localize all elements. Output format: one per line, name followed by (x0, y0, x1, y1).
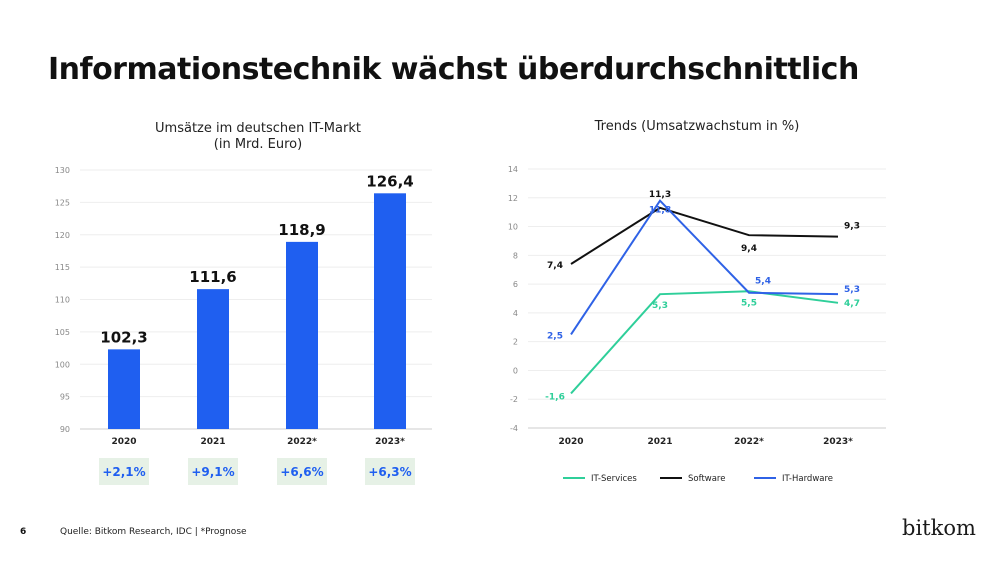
x-tick-label: 2022* (734, 437, 764, 447)
data-label: 5,3 (844, 285, 860, 295)
page-title: Informationstechnik wächst überdurchschn… (48, 52, 859, 87)
y-tick-label: 105 (55, 328, 70, 337)
growth-badge (99, 458, 149, 485)
data-label: 5,3 (652, 301, 668, 311)
data-label: 11,8 (649, 206, 671, 216)
legend-label: IT-Services (591, 474, 637, 484)
y-tick-label: 8 (513, 251, 518, 260)
y-tick-label: 100 (55, 360, 70, 369)
bar-chart-title: Umsätze im deutschen IT-Markt (155, 121, 361, 136)
x-tick-label: 2020 (558, 437, 583, 447)
x-tick-label: 2023* (375, 437, 405, 447)
x-tick-label: 2021 (647, 437, 672, 447)
bar (374, 193, 406, 429)
x-tick-label: 2021 (200, 437, 225, 447)
y-tick-label: 110 (55, 296, 70, 305)
growth-label: +6,6% (280, 465, 323, 479)
data-label: 5,5 (741, 298, 757, 308)
bar (286, 241, 318, 429)
y-tick-label: 125 (55, 198, 70, 207)
growth-badge (277, 458, 327, 485)
bar (108, 349, 140, 429)
growth-label: +9,1% (191, 465, 234, 479)
y-tick-label: 115 (55, 263, 70, 272)
bar-chart-subtitle: (in Mrd. Euro) (214, 137, 302, 152)
data-label: 2,5 (547, 331, 563, 341)
y-tick-label: 90 (60, 425, 70, 434)
growth-badge (365, 458, 415, 485)
data-label: 9,3 (844, 222, 860, 232)
data-label: 11,3 (649, 190, 671, 200)
x-tick-label: 2023* (823, 437, 853, 447)
source-note: Quelle: Bitkom Research, IDC | *Prognose (60, 527, 247, 537)
y-tick-label: 95 (60, 393, 70, 402)
legend-label: IT-Hardware (782, 474, 833, 484)
data-label: 7,4 (547, 261, 563, 271)
y-tick-label: 6 (513, 280, 518, 289)
data-label: 9,4 (741, 244, 757, 254)
x-tick-label: 2020 (111, 437, 136, 447)
y-tick-label: 120 (55, 231, 70, 240)
series-line-it-hardware (570, 199, 839, 336)
bar-value-label: 126,4 (366, 172, 413, 190)
growth-badge (188, 458, 238, 485)
bar-value-label: 118,9 (278, 221, 325, 239)
bar (197, 289, 229, 429)
y-tick-label: 12 (508, 194, 518, 203)
bar-value-label: 111,6 (189, 268, 236, 286)
y-tick-label: 130 (55, 166, 70, 175)
growth-label: +2,1% (102, 465, 145, 479)
growth-label: +6,3% (368, 465, 411, 479)
y-tick-label: 10 (508, 223, 518, 232)
y-tick-label: -2 (510, 395, 518, 404)
bitkom-logo: bitkom (902, 516, 976, 540)
y-tick-label: 14 (508, 165, 518, 174)
data-label: 4,7 (844, 299, 860, 309)
y-tick-label: -4 (510, 424, 518, 433)
page-number: 6 (20, 527, 27, 537)
y-tick-label: 0 (513, 366, 518, 375)
bar-value-label: 102,3 (100, 328, 147, 346)
series-line-software (570, 206, 839, 265)
y-tick-label: 2 (513, 338, 518, 347)
series-line-it-services (570, 290, 839, 395)
y-tick-label: 4 (513, 309, 518, 318)
data-label: -1,6 (545, 392, 565, 402)
legend-label: Software (688, 474, 725, 484)
data-label: 5,4 (755, 277, 771, 287)
x-tick-label: 2022* (287, 437, 317, 447)
line-chart-title: Trends (Umsatzwachstum in %) (594, 119, 800, 134)
